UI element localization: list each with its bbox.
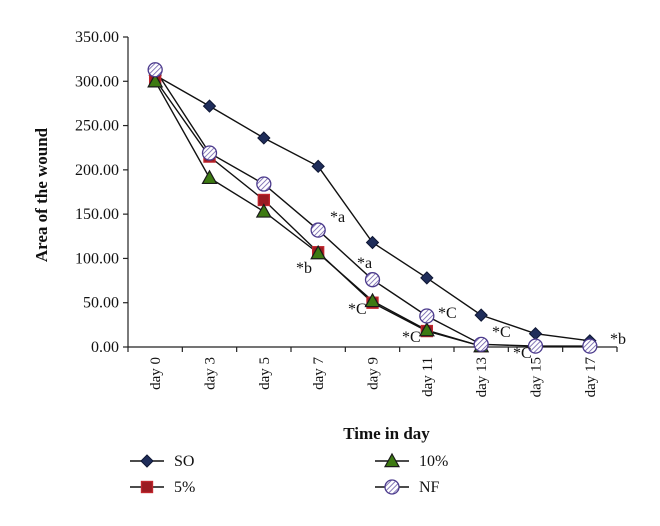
significance-annotation: *C [513,345,532,362]
y-tick-label: 350.00 [75,29,119,46]
legend-label: 5% [174,479,195,496]
legend-item-5pct: 5% [130,479,195,496]
x-tick-label: day 3 [203,357,219,390]
x-tick-label: day 11 [420,357,436,397]
data-point-so [311,159,325,174]
y-axis-title: Area of the wound [32,127,51,262]
legend-marker [140,480,154,494]
data-point-so [257,131,271,145]
data-point-so [528,327,543,341]
significance-annotation: *C [438,305,457,322]
data-point-nf [364,272,381,288]
legend-item-10pct: 10% [375,452,448,470]
series-line-10pct [154,80,482,347]
legend: SO 5% 10% NF [130,452,448,496]
x-tick-label: day 17 [583,357,599,398]
y-tick-label: 0.00 [91,339,119,356]
x-tick-label: day 5 [257,357,273,390]
data-point-so [474,308,488,322]
legend-marker [383,452,401,468]
data-point-10pct [418,321,435,337]
series-markers [147,62,598,354]
legend-label: NF [419,479,440,496]
significance-annotation: *b [296,260,312,277]
y-tick-label: 300.00 [75,73,119,90]
significance-annotation: *C [402,329,421,346]
data-point-nf [201,145,218,161]
x-tick-label: day 0 [148,357,164,390]
legend-item-nf: NF [375,479,440,496]
data-point-nf [147,62,163,78]
data-point-so [202,99,217,113]
legend-item-so: SO [130,453,194,470]
significance-annotation: *C [348,301,367,318]
data-point-nf [310,222,326,238]
legend-marker [140,454,154,468]
x-tick-label: day 7 [311,357,327,390]
legend-marker [384,479,400,495]
significance-annotation: *a [357,255,372,272]
legend-label: 10% [419,453,448,470]
annotations: *a*b *a*C *C*C *C*C*b [296,209,626,362]
data-point-10pct [201,169,218,185]
x-tick-label: day 13 [474,357,490,397]
x-tick-label: day 15 [529,357,545,397]
data-point-10pct [147,73,164,88]
data-point-nf [582,338,598,354]
x-tick-label: day 9 [366,357,382,390]
significance-annotation: *C [492,324,511,341]
data-point-10pct [364,292,381,308]
y-tick-label: 250.00 [75,118,119,135]
data-point-so [365,235,380,250]
series-line-5pct [154,79,482,347]
significance-annotation: *b [610,331,626,348]
data-point-10pct [310,244,327,260]
data-point-so [420,271,434,285]
y-tick-label: 100.00 [75,250,119,267]
data-point-10pct [255,203,272,218]
y-tick-label: 150.00 [75,206,119,223]
y-tick-label: 50.00 [83,295,119,312]
significance-annotation: *a [330,209,345,226]
legend-label: SO [174,453,194,470]
data-point-nf [419,308,435,324]
x-axis-title: Time in day [343,424,430,443]
data-point-nf [527,338,544,354]
y-tick-label: 200.00 [75,162,119,179]
axes: 0.00 50.00 100.00 150.00 200.00 250.00 300.00 3… [32,29,618,443]
data-point-nf [256,176,272,192]
data-point-nf [473,336,489,352]
